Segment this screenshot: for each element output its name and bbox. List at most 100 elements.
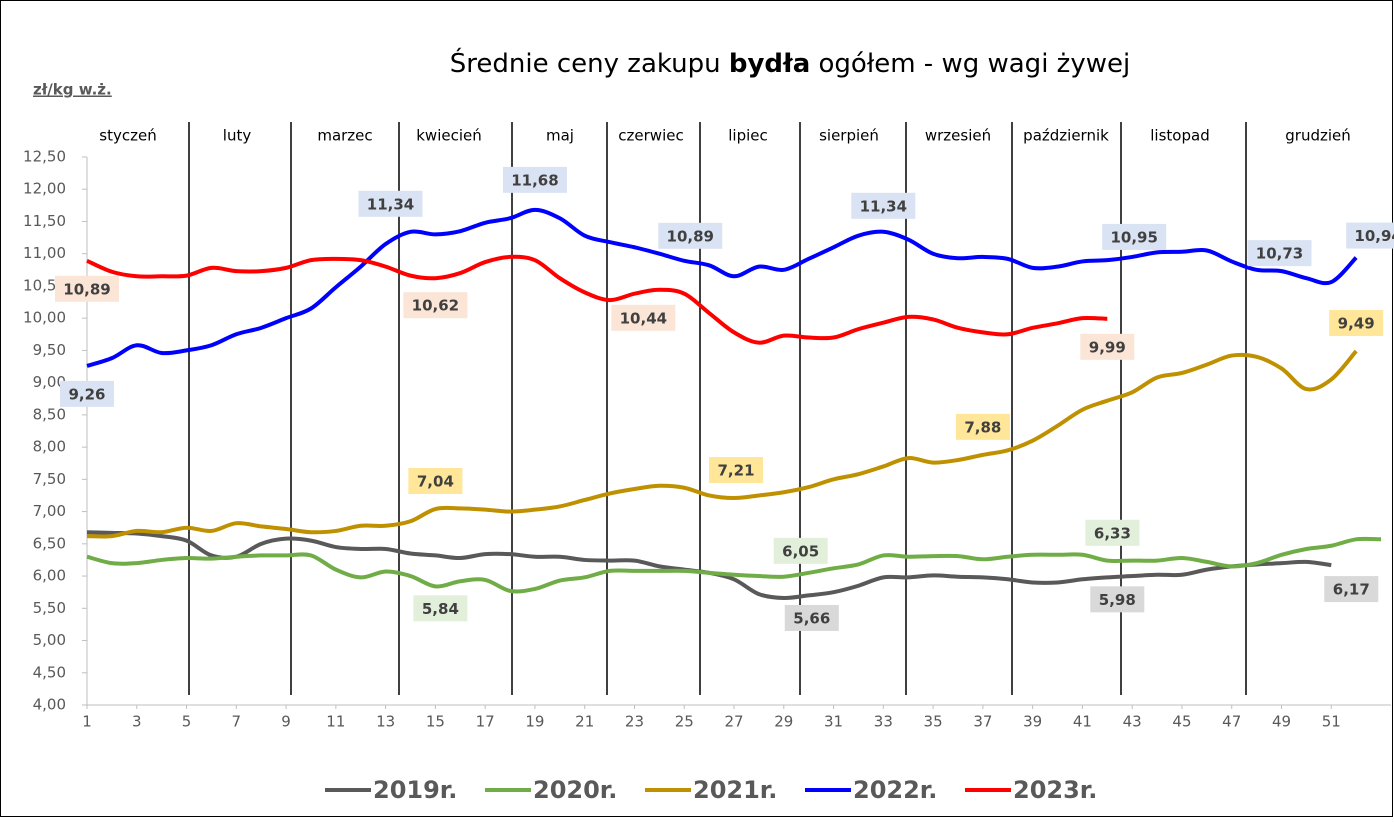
y-tick-label: 7,00	[33, 502, 66, 520]
month-label: maj	[546, 127, 574, 145]
value-label-bg	[1080, 333, 1135, 360]
x-tick-label: 37	[973, 713, 992, 731]
month-label: styczeń	[99, 127, 156, 145]
x-tick-label: 27	[724, 713, 743, 731]
value-label-bg	[955, 413, 1010, 440]
value-label: 5,98	[1099, 591, 1136, 609]
series-line	[86, 207, 1358, 368]
value-label: 11,34	[367, 195, 414, 213]
value-label-bg	[709, 457, 764, 484]
value-label-bg	[773, 537, 828, 564]
x-tick-label: 17	[476, 713, 495, 731]
value-label-bg	[55, 275, 119, 302]
x-tick-label: 13	[376, 713, 395, 731]
value-label-bg	[1090, 586, 1145, 613]
y-tick-label: 11,00	[23, 244, 66, 262]
legend-label: 2022r.	[853, 776, 937, 804]
legend-label: 2023r.	[1013, 776, 1097, 804]
value-label: 11,68	[511, 171, 558, 189]
value-label: 10,95	[1110, 228, 1157, 246]
chart-title: Średnie ceny zakupu bydła ogółem - wg wa…	[450, 47, 1130, 79]
value-label-bg	[1346, 222, 1394, 249]
value-label-bg	[1102, 223, 1167, 250]
value-label: 6,17	[1333, 581, 1370, 599]
x-tick-label: 35	[924, 713, 943, 731]
value-label-bg	[1085, 519, 1140, 546]
value-label-bg	[851, 192, 916, 219]
y-tick-label: 4,00	[33, 696, 66, 714]
y-tick-label: 6,50	[33, 534, 66, 552]
series-line	[86, 536, 1382, 594]
x-tick-label: 1	[82, 713, 92, 731]
value-label: 7,88	[964, 418, 1001, 436]
month-label: czerwiec	[618, 127, 683, 145]
month-label: wrzesień	[925, 127, 991, 145]
x-tick-label: 31	[824, 713, 843, 731]
month-label: listopad	[1150, 127, 1209, 145]
month-label: luty	[223, 127, 252, 145]
value-label: 5,66	[793, 609, 830, 627]
y-tick-label: 7,50	[33, 470, 66, 488]
value-label-bg	[611, 304, 676, 331]
x-tick-label: 49	[1272, 713, 1291, 731]
x-tick-label: 45	[1172, 713, 1191, 731]
value-label-bg	[413, 595, 468, 622]
value-label: 10,89	[667, 227, 714, 245]
value-label: 10,89	[63, 280, 110, 298]
y-tick-label: 8,50	[33, 405, 66, 423]
x-tick-label: 9	[281, 713, 291, 731]
value-label-bg	[1247, 240, 1312, 267]
value-label: 10,94	[1354, 227, 1394, 245]
x-tick-label: 7	[232, 713, 242, 731]
legend-label: 2020r.	[533, 776, 617, 804]
legend-label: 2021r.	[693, 776, 777, 804]
legend-label: 2019r.	[373, 776, 457, 804]
value-label: 9,49	[1338, 315, 1375, 333]
x-tick-label: 23	[625, 713, 644, 731]
value-label-bg	[1329, 310, 1384, 337]
value-label-bg	[502, 166, 567, 193]
value-label-bg	[358, 190, 423, 217]
value-label: 11,34	[860, 197, 907, 215]
x-tick-label: 3	[132, 713, 142, 731]
value-label: 9,99	[1089, 338, 1126, 356]
x-tick-label: 33	[874, 713, 893, 731]
month-label: sierpień	[819, 127, 879, 145]
value-label: 10,44	[620, 309, 667, 327]
series-line	[86, 349, 1358, 539]
x-tick-label: 43	[1123, 713, 1142, 731]
x-tick-label: 29	[774, 713, 793, 731]
y-tick-label: 12,00	[23, 180, 66, 198]
y-tick-label: 5,00	[33, 631, 66, 649]
y-tick-label: 10,00	[23, 309, 66, 327]
value-label: 7,21	[718, 462, 755, 480]
x-tick-label: 39	[1023, 713, 1042, 731]
month-label: marzec	[317, 127, 372, 145]
title-part: ogółem - wg wagi żywej	[810, 49, 1130, 79]
x-tick-label: 19	[525, 713, 544, 731]
value-label: 9,26	[68, 385, 105, 403]
value-label-bg	[408, 468, 463, 495]
x-tick-label: 15	[426, 713, 445, 731]
x-tick-label: 5	[182, 713, 192, 731]
x-tick-label: 41	[1073, 713, 1092, 731]
value-label: 7,04	[417, 473, 454, 491]
y-axis-label: zł/kg w.ż.	[33, 81, 112, 99]
y-tick-label: 9,00	[33, 373, 66, 391]
value-label-bg	[60, 380, 114, 407]
value-label: 10,73	[1256, 245, 1303, 263]
value-label: 6,33	[1094, 524, 1131, 542]
value-label-bg	[784, 604, 839, 631]
value-label-bg	[403, 292, 468, 319]
value-label: 10,62	[412, 297, 459, 315]
y-tick-label: 9,50	[33, 341, 66, 359]
value-label: 6,05	[782, 542, 819, 560]
x-tick-label: 51	[1322, 713, 1341, 731]
y-tick-label: 11,50	[23, 212, 66, 230]
value-label-bg	[1324, 576, 1379, 603]
title-part: Średnie ceny zakupu	[450, 47, 729, 79]
x-tick-label: 11	[326, 713, 345, 731]
title-part: bydła	[729, 49, 810, 79]
